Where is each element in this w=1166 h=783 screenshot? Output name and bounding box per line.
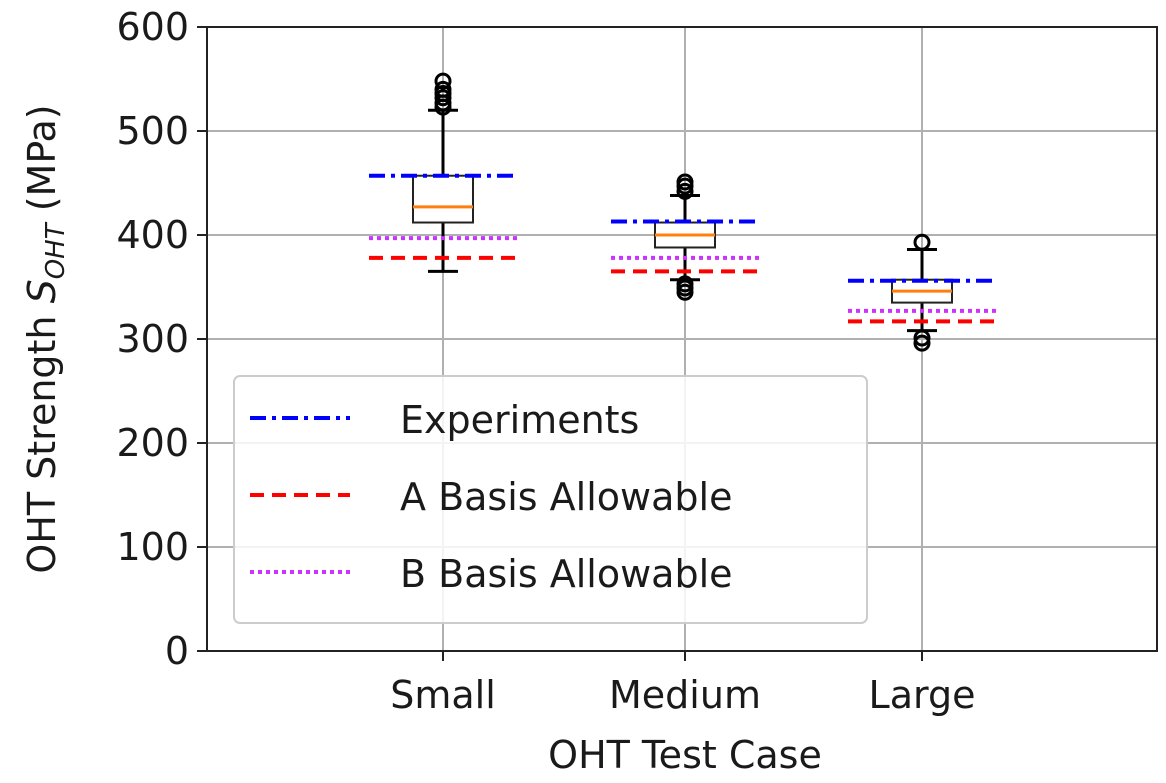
y-tick-label: 500 (116, 109, 189, 153)
box-small (412, 72, 474, 273)
y-tick-label: 200 (116, 421, 189, 465)
outlier-point (676, 275, 694, 293)
outlier-point (676, 182, 694, 200)
x-tick-label: Medium (609, 673, 761, 717)
y-axis-label: OHT Strength SOHT (MPa) (20, 104, 71, 573)
y-tick-label: 300 (116, 317, 189, 361)
box-medium (654, 173, 716, 301)
outlier-point (434, 80, 452, 98)
outlier-point (434, 72, 452, 90)
x-tick-labels: Small Medium Large (390, 651, 975, 717)
y-tick-label: 100 (116, 525, 189, 569)
y-tick-label: 600 (116, 5, 189, 49)
series-b-basis-allowable (369, 236, 996, 313)
outlier-point (913, 329, 931, 347)
x-tick-label: Small (390, 673, 496, 717)
y-tick-labels: 0 100 200 300 400 500 600 (116, 5, 207, 673)
box-plots (412, 72, 953, 352)
legend-box (233, 375, 868, 624)
x-tick-label: Large (869, 673, 976, 717)
iqr-box (412, 174, 474, 224)
legend-label-experiments: Experiments (400, 398, 639, 442)
x-axis-label: OHT Test Case (548, 733, 822, 777)
y-tick-label: 400 (116, 213, 189, 257)
y-tick-label: 0 (165, 629, 189, 673)
legend: Experiments A Basis Allowable B Basis Al… (233, 375, 868, 624)
outlier-point (913, 334, 931, 352)
reference-lines (369, 173, 996, 324)
series-a-basis-allowable (369, 255, 996, 324)
outlier-point (913, 233, 931, 251)
outlier-point (676, 173, 694, 191)
series-experiments (369, 173, 996, 283)
legend-label-b-basis: B Basis Allowable (400, 552, 733, 596)
legend-label-a-basis: A Basis Allowable (400, 475, 732, 519)
